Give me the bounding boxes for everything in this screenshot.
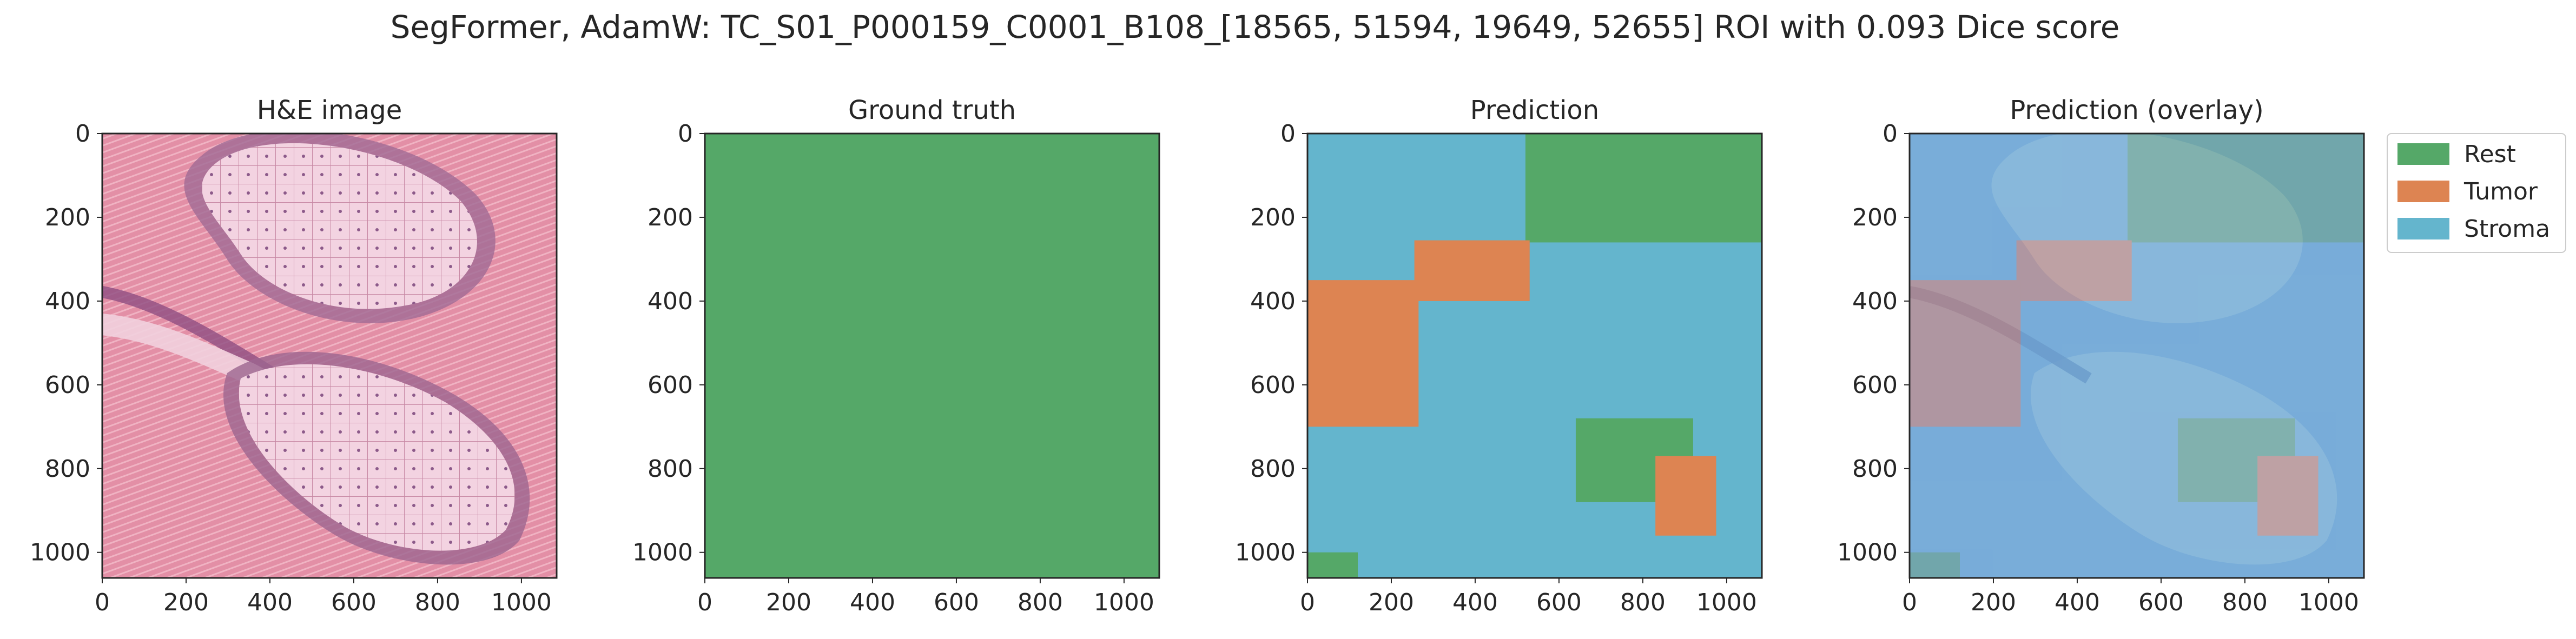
x-tick-label: 800 [415,589,460,616]
y-tick-label: 200 [45,204,90,231]
legend-swatch-rest [2397,143,2449,165]
x-tick-label: 200 [1971,589,2016,616]
panel-title: Prediction [1470,95,1599,125]
y-tick-label: 0 [1280,120,1296,148]
mask-region-tumor [1655,456,1716,536]
x-tick-label: 200 [1369,589,1414,616]
x-tick-label: 200 [766,589,811,616]
x-tick-label: 400 [2055,589,2100,616]
y-tick-label: 1000 [1235,539,1296,567]
panel-title: Ground truth [848,95,1016,125]
x-tick-label: 1000 [1094,589,1154,616]
panel-ground-truth: Ground truth 0 200 400 600 800 10000200400600… [632,95,1160,616]
mask-region-tumor [1307,280,1419,427]
legend-swatch-tumor [2397,181,2449,202]
mask-region-rest [705,134,1159,578]
y-tick-label: 1000 [1837,539,1898,567]
y-tick-label: 600 [1852,371,1898,399]
mask-region-tumor [2257,456,2319,536]
y-tick-label: 400 [1852,288,1898,315]
plot-frame [704,132,1160,579]
y-tick-label: 800 [1852,455,1898,483]
mask-region-rest [1525,134,1762,243]
x-tick-label: 600 [1536,589,1582,616]
legend-label-rest: Rest [2464,141,2516,168]
figure-title: SegFormer, AdamW: TC_S01_P000159_C0001_B… [391,9,2120,45]
y-tick-label: 800 [648,455,693,483]
overlay-image [1910,134,2364,578]
x-tick-label: 1000 [2298,589,2359,616]
x-tick-label: 1000 [491,589,552,616]
x-tick-label: 0 [1902,589,1917,616]
mask-region-tumor [1414,240,1530,301]
y-tick-label: 1000 [632,539,693,567]
y-tick-label: 800 [1250,455,1296,483]
x-tick-label: 0 [697,589,712,616]
x-tick-label: 400 [1452,589,1498,616]
x-tick-label: 800 [1018,589,1063,616]
legend-label-stroma: Stroma [2464,215,2550,243]
mask-region-rest [1910,552,1960,578]
panel-title: H&E image [257,95,402,125]
plot-frame [1908,132,2365,579]
x-tick-label: 600 [934,589,979,616]
mask-region-rest [1307,552,1358,578]
x-tick-label: 200 [163,589,209,616]
legend-label-tumor: Tumor [2463,178,2538,205]
y-tick-label: 200 [648,204,693,231]
plot-frame [1306,132,1763,579]
mask-regions [705,134,1159,578]
y-tick-label: 0 [75,120,90,148]
x-tick-label: 400 [850,589,895,616]
y-tick-label: 400 [1250,288,1296,315]
he-tissue-image [102,134,557,578]
y-tick-label: 200 [1852,204,1898,231]
panel-prediction: Prediction 0 200 400 600 800 1000020040060080… [1235,95,1763,616]
mask-region-rest [2127,134,2364,243]
plot-frame [101,132,558,579]
x-tick-label: 800 [1620,589,1666,616]
mask-region-tumor [1910,280,2021,427]
mask-region-stroma [1910,134,2364,578]
overlay-mask-regions [1910,134,2364,578]
y-tick-label: 400 [648,288,693,315]
y-tick-label: 800 [45,455,90,483]
x-tick-label: 0 [1300,589,1315,616]
x-tick-label: 1000 [1696,589,1757,616]
y-tick-label: 600 [45,371,90,399]
y-tick-label: 600 [1250,371,1296,399]
y-tick-label: 400 [45,288,90,315]
x-tick-label: 800 [2222,589,2268,616]
y-tick-label: 0 [678,120,693,148]
y-tick-label: 600 [648,371,693,399]
mask-region-tumor [2016,240,2132,301]
mask-region-rest [2177,418,2295,502]
x-tick-label: 600 [331,589,377,616]
legend-swatch-stroma [2397,218,2449,239]
x-tick-label: 400 [247,589,293,616]
mask-regions [1307,134,1762,578]
x-tick-label: 600 [2138,589,2184,616]
legend: Rest Tumor Stroma [2387,133,2566,253]
panel-prediction-overlay: Prediction (overlay) 0 200 400 600 800 100002… [1837,95,2365,616]
x-tick-label: 0 [95,589,110,616]
panel-he-image: H&E image 0 200 400 600 800 10000200400600800… [30,95,558,616]
y-tick-label: 1000 [30,539,90,567]
panel-title: Prediction (overlay) [2010,95,2263,125]
y-tick-label: 0 [1883,120,1898,148]
y-tick-label: 200 [1250,204,1296,231]
